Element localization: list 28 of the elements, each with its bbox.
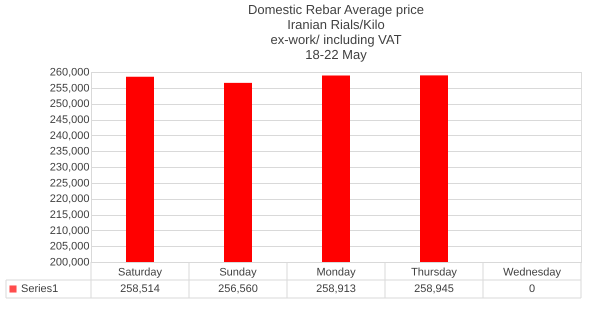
y-tick-label: 200,000 (50, 256, 90, 268)
y-tick-label: 225,000 (50, 177, 90, 190)
y-tick-label: 255,000 (50, 82, 90, 94)
x-tick-label: Saturday (118, 266, 163, 278)
y-tick-label: 245,000 (50, 114, 90, 126)
data-label: 258,945 (414, 283, 454, 295)
y-tick-label: 260,000 (50, 66, 90, 78)
y-tick-label: 240,000 (50, 130, 90, 142)
x-tick-label: Monday (316, 266, 356, 278)
text: Domestic Rebar Average price (248, 2, 424, 17)
text: 18-22 May (305, 47, 367, 62)
y-tick-label: 205,000 (50, 240, 90, 253)
text: Iranian Rials/Kilo (287, 17, 385, 32)
y-tick-label: 220,000 (50, 193, 90, 206)
data-label: 256,560 (218, 283, 258, 295)
x-tick-label: Wednesday (503, 266, 562, 278)
x-tick-label: Thursday (411, 266, 458, 278)
data-label: 258,913 (316, 283, 356, 295)
y-tick-label: 230,000 (50, 162, 90, 174)
data-label: 258,514 (120, 283, 160, 295)
y-tick-label: 250,000 (50, 98, 90, 110)
y-tick-label: 235,000 (50, 146, 90, 158)
text: 0 (528, 283, 536, 295)
legend-label: Series1 (21, 283, 58, 295)
y-tick-label: 215,000 (50, 209, 90, 221)
x-tick-label: Sunday (219, 266, 258, 278)
y-tick-label: 210,000 (50, 224, 90, 237)
text: ex-work/ including VAT (270, 32, 402, 47)
